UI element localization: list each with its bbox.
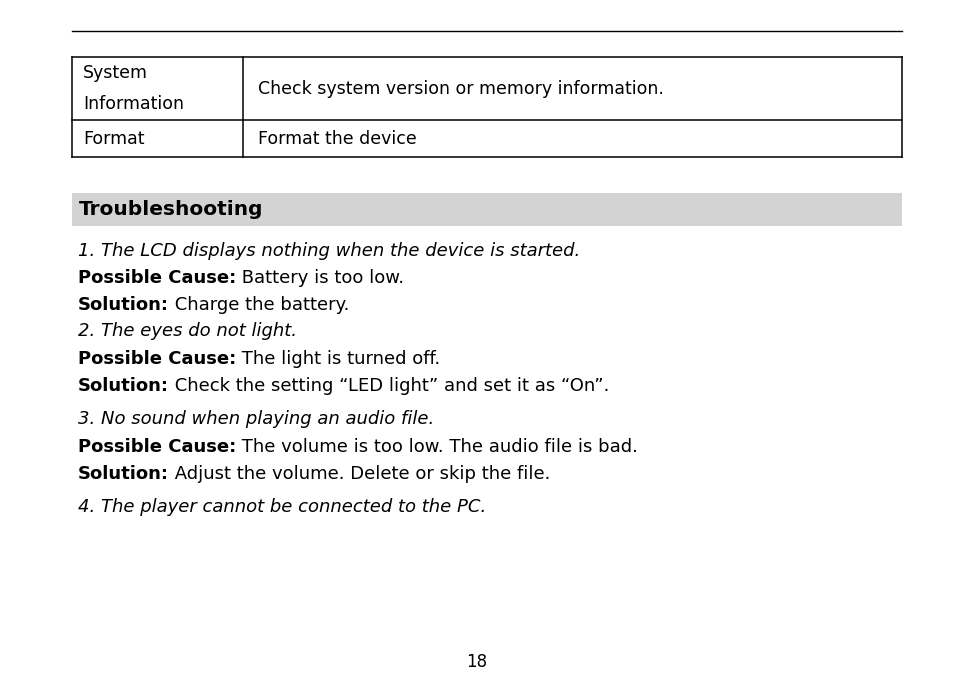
Text: Possible Cause:: Possible Cause: <box>78 269 236 288</box>
Text: Possible Cause:: Possible Cause: <box>78 350 236 369</box>
Text: Format the device: Format the device <box>257 130 416 147</box>
Text: Check system version or memory information.: Check system version or memory informati… <box>257 80 662 98</box>
Text: The volume is too low. The audio file is bad.: The volume is too low. The audio file is… <box>236 438 638 456</box>
Text: Charge the battery.: Charge the battery. <box>169 296 349 314</box>
Text: 18: 18 <box>466 653 487 671</box>
Text: Possible Cause:: Possible Cause: <box>78 438 236 456</box>
Text: 4. The player cannot be connected to the PC.: 4. The player cannot be connected to the… <box>78 498 486 517</box>
Text: 3. No sound when playing an audio file.: 3. No sound when playing an audio file. <box>78 410 434 429</box>
Text: Check the setting “LED light” and set it as “On”.: Check the setting “LED light” and set it… <box>169 377 609 395</box>
Text: The light is turned off.: The light is turned off. <box>236 350 440 369</box>
Text: Solution:: Solution: <box>78 296 169 314</box>
Text: Solution:: Solution: <box>78 465 169 483</box>
Text: 2. The eyes do not light.: 2. The eyes do not light. <box>78 322 297 341</box>
Text: Information: Information <box>83 95 184 113</box>
Text: System: System <box>83 64 148 82</box>
Text: Troubleshooting: Troubleshooting <box>79 200 263 219</box>
Text: 1. The LCD displays nothing when the device is started.: 1. The LCD displays nothing when the dev… <box>78 242 579 260</box>
Bar <box>71 193 901 226</box>
Text: Solution:: Solution: <box>78 377 169 395</box>
Text: Format: Format <box>83 130 144 147</box>
Text: Battery is too low.: Battery is too low. <box>236 269 404 288</box>
Text: Adjust the volume. Delete or skip the file.: Adjust the volume. Delete or skip the fi… <box>169 465 550 483</box>
